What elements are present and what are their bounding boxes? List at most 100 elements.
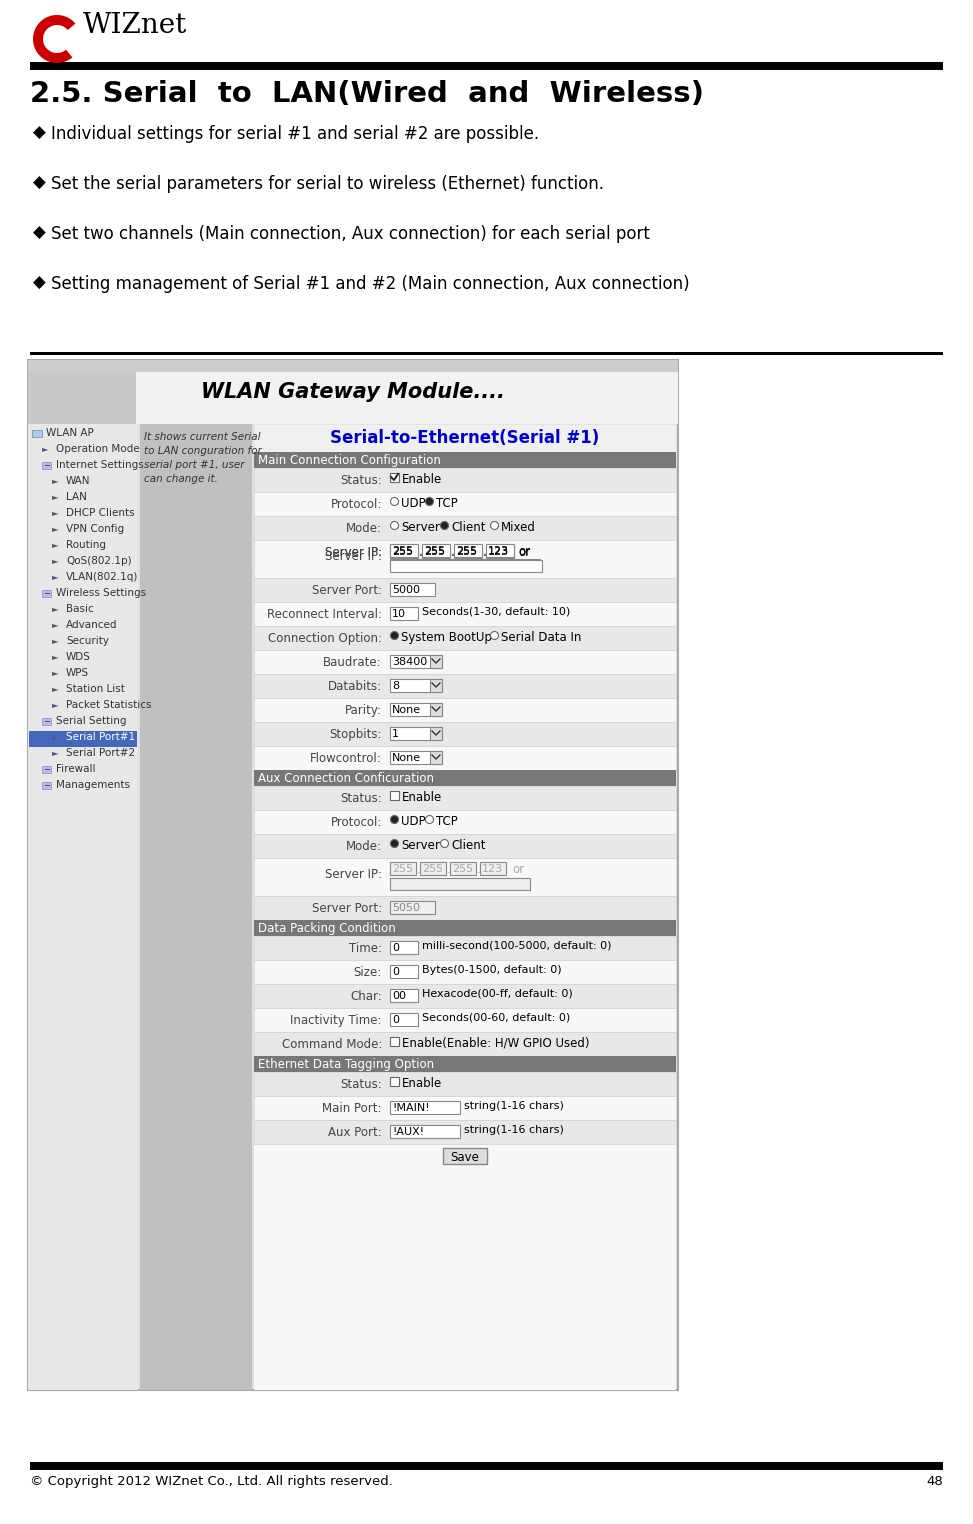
Text: QoS(802.1p): QoS(802.1p) bbox=[66, 556, 131, 565]
Bar bbox=[390, 751, 442, 764]
Circle shape bbox=[492, 524, 496, 527]
Bar bbox=[254, 896, 676, 920]
Circle shape bbox=[390, 521, 399, 529]
Bar bbox=[390, 989, 418, 1001]
Text: can change it.: can change it. bbox=[144, 474, 218, 485]
Bar bbox=[42, 718, 51, 725]
Bar bbox=[254, 453, 676, 468]
Text: Databits:: Databits: bbox=[328, 680, 382, 693]
Text: WIZnet: WIZnet bbox=[83, 12, 187, 40]
Text: ◆: ◆ bbox=[33, 274, 46, 293]
Text: 255: 255 bbox=[392, 547, 414, 556]
Bar bbox=[443, 1148, 487, 1164]
Text: Save: Save bbox=[450, 1151, 480, 1164]
Bar bbox=[422, 544, 450, 556]
Text: Aux Port:: Aux Port: bbox=[328, 1126, 382, 1138]
Bar bbox=[32, 430, 42, 437]
Text: Command Mode:: Command Mode: bbox=[281, 1038, 382, 1052]
Text: Serial Data In: Serial Data In bbox=[501, 631, 582, 645]
Text: or: or bbox=[518, 546, 530, 558]
Text: ►: ► bbox=[52, 604, 58, 613]
Bar bbox=[390, 546, 418, 558]
Bar bbox=[390, 901, 435, 914]
Text: Size:: Size: bbox=[354, 966, 382, 978]
Text: Operation Mode: Operation Mode bbox=[56, 443, 139, 454]
Text: ►: ► bbox=[52, 652, 58, 661]
Text: 255: 255 bbox=[424, 547, 445, 556]
Bar bbox=[450, 863, 476, 875]
Bar bbox=[390, 544, 418, 556]
Text: ►: ► bbox=[52, 572, 58, 581]
Text: Advanced: Advanced bbox=[66, 620, 118, 629]
Bar bbox=[254, 920, 676, 936]
Text: Set two channels (Main connection, Aux connection) for each serial port: Set two channels (Main connection, Aux c… bbox=[51, 226, 650, 242]
Text: Serial Port#2: Serial Port#2 bbox=[66, 748, 135, 757]
Text: Set the serial parameters for serial to wireless (Ethernet) function.: Set the serial parameters for serial to … bbox=[51, 175, 604, 194]
Bar bbox=[390, 680, 442, 692]
Text: milli-second(100-5000, default: 0): milli-second(100-5000, default: 0) bbox=[422, 940, 611, 951]
Text: 255: 255 bbox=[456, 546, 477, 556]
Text: .: . bbox=[477, 863, 481, 876]
Bar bbox=[390, 559, 540, 567]
Bar bbox=[254, 809, 676, 834]
Circle shape bbox=[492, 634, 496, 637]
Bar bbox=[42, 767, 51, 773]
Circle shape bbox=[441, 521, 449, 529]
Text: 0: 0 bbox=[392, 968, 399, 977]
Bar bbox=[29, 732, 137, 747]
Text: 8: 8 bbox=[392, 681, 399, 690]
Text: Connection Option:: Connection Option: bbox=[268, 632, 382, 645]
Text: .: . bbox=[419, 546, 423, 558]
Text: ►: ► bbox=[42, 443, 49, 453]
Text: 255: 255 bbox=[452, 864, 473, 873]
Text: .: . bbox=[451, 546, 455, 559]
Text: 123: 123 bbox=[488, 547, 509, 556]
Bar bbox=[28, 360, 678, 1390]
Bar bbox=[254, 539, 676, 578]
Bar bbox=[254, 786, 676, 809]
Text: Server: Server bbox=[401, 521, 440, 533]
Bar bbox=[28, 372, 136, 424]
Bar bbox=[254, 674, 676, 698]
Text: Server Port:: Server Port: bbox=[312, 902, 382, 914]
Text: Aux Connection Conficuration: Aux Connection Conficuration bbox=[258, 773, 434, 785]
Bar bbox=[254, 626, 676, 651]
Text: string(1-16 chars): string(1-16 chars) bbox=[464, 1125, 564, 1135]
Text: Protocol:: Protocol: bbox=[331, 498, 382, 511]
Text: 123: 123 bbox=[482, 864, 503, 873]
Text: Enable: Enable bbox=[402, 791, 443, 805]
Bar bbox=[254, 492, 676, 517]
Text: Setting management of Serial #1 and #2 (Main connection, Aux connection): Setting management of Serial #1 and #2 (… bbox=[51, 274, 690, 293]
Bar bbox=[254, 722, 676, 747]
Text: ►: ► bbox=[52, 539, 58, 549]
Text: 255: 255 bbox=[422, 864, 443, 873]
Text: ►: ► bbox=[52, 475, 58, 485]
Circle shape bbox=[425, 497, 434, 506]
Text: WPS: WPS bbox=[66, 668, 90, 678]
Text: Baudrate:: Baudrate: bbox=[323, 655, 382, 669]
Text: ►: ► bbox=[52, 748, 58, 757]
Text: ►: ► bbox=[52, 684, 58, 693]
Bar bbox=[390, 878, 530, 890]
Text: 255: 255 bbox=[424, 546, 445, 556]
Circle shape bbox=[490, 631, 498, 640]
Bar bbox=[390, 1013, 418, 1026]
Circle shape bbox=[392, 524, 397, 527]
Bar bbox=[454, 544, 482, 556]
Circle shape bbox=[392, 500, 397, 503]
Text: 00: 00 bbox=[392, 991, 406, 1001]
Text: Main Connection Configuration: Main Connection Configuration bbox=[258, 454, 441, 466]
Text: It shows current Serial: It shows current Serial bbox=[144, 431, 261, 442]
Text: −: − bbox=[43, 716, 50, 725]
Text: Wireless Settings: Wireless Settings bbox=[56, 588, 146, 597]
Circle shape bbox=[390, 840, 399, 847]
Bar bbox=[42, 782, 51, 789]
Text: None: None bbox=[392, 706, 421, 715]
Bar bbox=[42, 462, 51, 469]
Text: Reconnect Interval:: Reconnect Interval: bbox=[267, 608, 382, 620]
Bar bbox=[430, 727, 442, 741]
Text: !AUX!: !AUX! bbox=[392, 1128, 424, 1137]
Bar bbox=[254, 747, 676, 770]
Text: 38400: 38400 bbox=[392, 657, 427, 668]
Bar bbox=[390, 559, 542, 572]
